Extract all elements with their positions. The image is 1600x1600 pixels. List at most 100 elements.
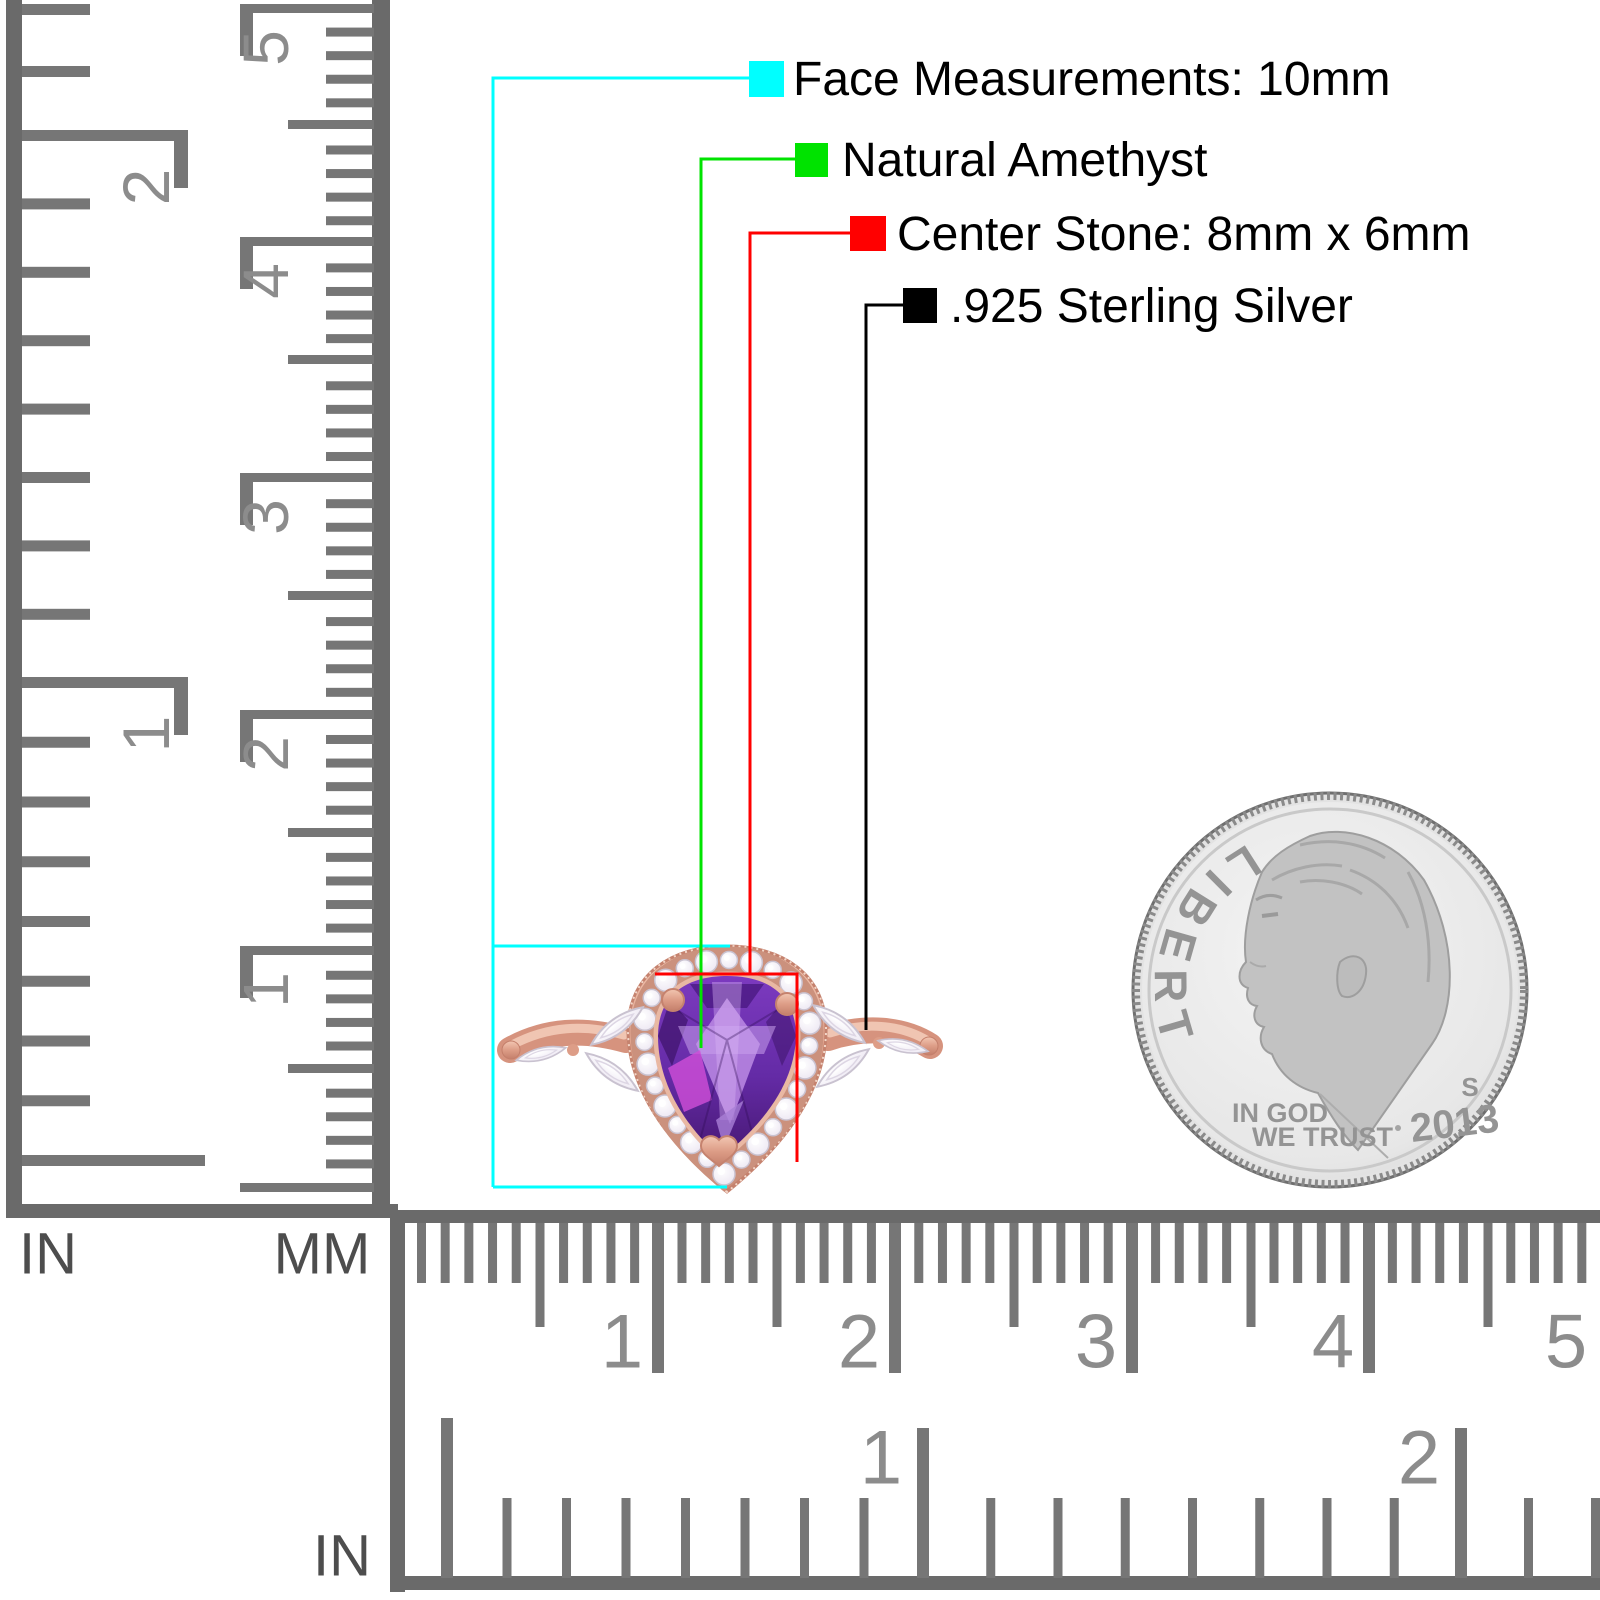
ruler-tick [326,569,374,579]
ruler-tick [174,130,188,188]
roosevelt-portrait [1238,830,1451,1159]
bottom-ruler-cm-number: 5 [1545,1300,1587,1385]
left-ruler-cm-mark [240,473,374,482]
ruler-tick [326,263,374,273]
ruler-tick [326,499,374,509]
ruler-tick [1032,1223,1042,1283]
ruler-tick [859,1498,869,1578]
ruler-tick [1553,1223,1563,1283]
ruler-tick [800,1498,809,1578]
ruler-tick [1577,1223,1587,1283]
ruler-tick [511,1223,521,1283]
left-ruler-left-edge [6,0,22,1216]
ruler-tick [326,216,374,226]
bottom-ruler-inch-mark [1455,1428,1467,1578]
coin-year: 2013 [1408,1096,1502,1151]
halo-bead [694,950,719,974]
ruler-tick [326,852,374,862]
ruler-tick [1188,1498,1197,1578]
heart-prong [699,1135,739,1168]
ruler-tick [986,1498,996,1578]
ruler-tick [914,1223,924,1283]
ruler-tick [326,98,374,108]
ruler-tick [1411,1223,1421,1283]
halo-bead [712,1162,736,1186]
ruler-tick [1103,1223,1113,1283]
ear [1336,955,1368,998]
ruler-tick [174,677,188,735]
bottom-ruler-cm-mark [1363,1223,1375,1373]
left-ruler-cm-number: 2 [230,736,302,772]
ruler-tick [1255,1498,1265,1578]
ruler-tick [288,355,374,364]
ruler-tick [701,1223,711,1283]
stone-type-label: Natural Amethyst [842,134,1207,187]
marquise-stone [514,1045,568,1063]
ruler-tick [326,1041,374,1051]
ruler-tick [326,74,374,84]
ruler-tick [22,266,90,278]
bottom-ruler-top-edge [390,1210,1600,1223]
center-stone-label: Center Stone: 8mm x 6mm [897,208,1471,261]
ruler-tick [582,1223,592,1283]
metal-leader-line [864,303,903,1030]
ruler-tick [535,1223,545,1327]
halo-bead [763,960,782,980]
ruler-tick [1056,1223,1066,1283]
bottom-ruler: 1 2 3 4 5 1 2 IN [313,1210,1600,1592]
ruler-tick [1524,1498,1533,1578]
ruler-tick [240,473,253,525]
face-measurements-swatch [749,61,784,97]
center-stone-swatch [850,216,886,251]
halo-bead [732,1150,751,1169]
ruler-tick [326,687,374,697]
eye [1261,912,1279,918]
ruler-tick [559,1223,569,1283]
stone-facets [658,982,796,1148]
ruler-tick [22,975,90,987]
ruler-tick [1435,1223,1445,1283]
ruler-tick [326,970,374,980]
ruler-tick [22,736,90,748]
ruler-tick [1389,1498,1399,1578]
eyebrow [1255,893,1283,902]
left-ruler-mm-unit-label: MM [274,1222,371,1287]
ruler-tick [288,1064,374,1073]
bottom-ruler-inch-number: 1 [860,1416,902,1501]
ruler-tick [326,145,374,155]
ruler-tick [961,1223,971,1283]
stone-type-leader-line [699,157,795,1048]
prong [661,988,685,1012]
marquise-stone [811,1003,867,1045]
left-ruler-right-edge [372,0,390,1216]
ruler-tick [1591,1498,1600,1578]
ruler-tick [22,403,90,415]
metal-label: .925 Sterling Silver [950,280,1353,333]
bottom-ruler-cm-number: 3 [1075,1300,1117,1385]
ruler-tick [22,540,90,552]
bottom-ruler-cm-number: 4 [1312,1300,1354,1385]
ruler-tick [1174,1223,1184,1283]
ruler-tick [326,876,374,886]
halo-bead [675,958,695,978]
ruler-tick [22,66,90,77]
bottom-ruler-left-edge [390,1210,405,1592]
ruler-tick [843,1223,853,1283]
bottom-ruler-cm-number: 1 [601,1300,643,1385]
ruler-tick [326,428,374,438]
ruler-tick [985,1223,995,1283]
ruler-tick [1269,1223,1279,1283]
ruler-tick [819,1223,829,1283]
face-measurements-label: Face Measurements: 10mm [793,53,1391,106]
ruler-tick [326,758,374,768]
ruler-tick [740,1498,750,1578]
ruler-tick [326,1135,374,1145]
left-ruler-bottom-edge [6,1204,398,1218]
ruler-tick [1316,1223,1326,1283]
ruler-tick [1529,1223,1539,1283]
marquise-stone [876,1038,930,1054]
left-ruler-cm-mark [240,946,374,955]
ruler-tick [562,1498,571,1578]
bottom-ruler-inch-unit-label: IN [313,1524,371,1589]
ruler-tick [326,805,374,815]
